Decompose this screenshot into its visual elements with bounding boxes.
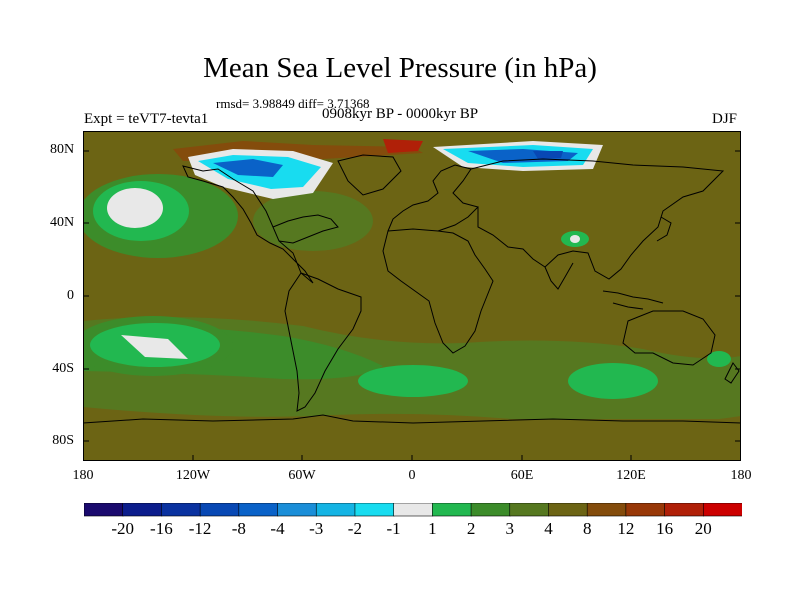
colorbar-label: -16 (150, 519, 173, 538)
colorbar-swatch (702, 503, 742, 517)
colorbar-swatch (664, 503, 705, 517)
map-title: Mean Sea Level Pressure (in hPa) (203, 52, 597, 84)
colorbar-label: -3 (309, 519, 324, 538)
colorbar-swatch (470, 503, 511, 517)
colorbar-label: 2 (466, 519, 476, 538)
lon-label-60w: 60W (288, 468, 316, 483)
colorbar-swatch (625, 503, 666, 517)
colorbar-label: 8 (582, 519, 592, 538)
coastlines (83, 154, 741, 424)
colorbar-swatch (199, 503, 240, 517)
colorbar-label: 1 (428, 519, 437, 538)
lon-label-180w: 180 (72, 468, 94, 483)
colorbar-label: -12 (188, 519, 212, 538)
lat-label-40n: 40N (50, 215, 75, 230)
lat-label-0: 0 (67, 288, 74, 303)
axis-ticks (83, 150, 741, 461)
colorbar-label: -20 (111, 519, 135, 538)
colorbar-label: 4 (544, 519, 553, 538)
field-canada-blue-core (213, 159, 283, 177)
field-tibet-core (570, 235, 580, 243)
field-satl (358, 365, 468, 397)
colorbar-swatch (161, 503, 201, 517)
lon-label-180e: 180 (730, 468, 752, 483)
lon-label-60e: 60E (510, 468, 534, 483)
colorbar-label: 16 (656, 519, 674, 538)
colorbar-swatch (509, 503, 550, 517)
field-tasman (707, 351, 731, 367)
experiment-label: Expt = teVT7-tevta1 (84, 111, 209, 127)
colorbar-swatch (586, 503, 627, 517)
colorbar-label: 12 (617, 519, 635, 538)
field-sind (568, 363, 658, 399)
lon-label-120w: 120W (175, 468, 211, 483)
period-label: 0908kyr BP - 0000kyr BP (322, 106, 479, 122)
field-spac-core (121, 335, 188, 359)
stats-text: rmsd= 3.98849 diff= 3.71368 (216, 96, 370, 111)
field-npac-core (107, 188, 163, 228)
colorbar-swatch (84, 503, 124, 517)
season-label: DJF (712, 111, 738, 127)
field-natl (253, 191, 373, 251)
field-eurasia-dark (533, 151, 563, 159)
lat-label-80s: 80S (52, 433, 74, 448)
field-tropics (83, 281, 741, 306)
lat-label-80n: 80N (50, 142, 75, 157)
colorbar-label: 20 (694, 519, 712, 538)
colorbar-swatch (277, 503, 318, 517)
colorbar-swatch (315, 503, 356, 517)
colorbar-label: -1 (386, 519, 401, 538)
field-antarctic (83, 419, 741, 461)
colorbar (84, 503, 742, 517)
lon-label-120e: 120E (616, 468, 646, 483)
colorbar-label: -4 (270, 519, 285, 538)
colorbar-swatch (354, 503, 395, 517)
colorbar-label: 3 (505, 519, 515, 538)
colorbar-swatch (122, 503, 163, 517)
field-arctic-red (383, 139, 423, 153)
lon-label-0: 0 (408, 468, 416, 483)
colorbar-label: -8 (231, 519, 246, 538)
colorbar-swatch (238, 503, 279, 517)
lat-label-40s: 40S (52, 361, 74, 376)
colorbar-swatch (393, 503, 434, 517)
colorbar-swatch (548, 503, 588, 517)
colorbar-swatch (432, 503, 472, 517)
world-map (83, 131, 741, 461)
colorbar-label: -2 (347, 519, 362, 538)
